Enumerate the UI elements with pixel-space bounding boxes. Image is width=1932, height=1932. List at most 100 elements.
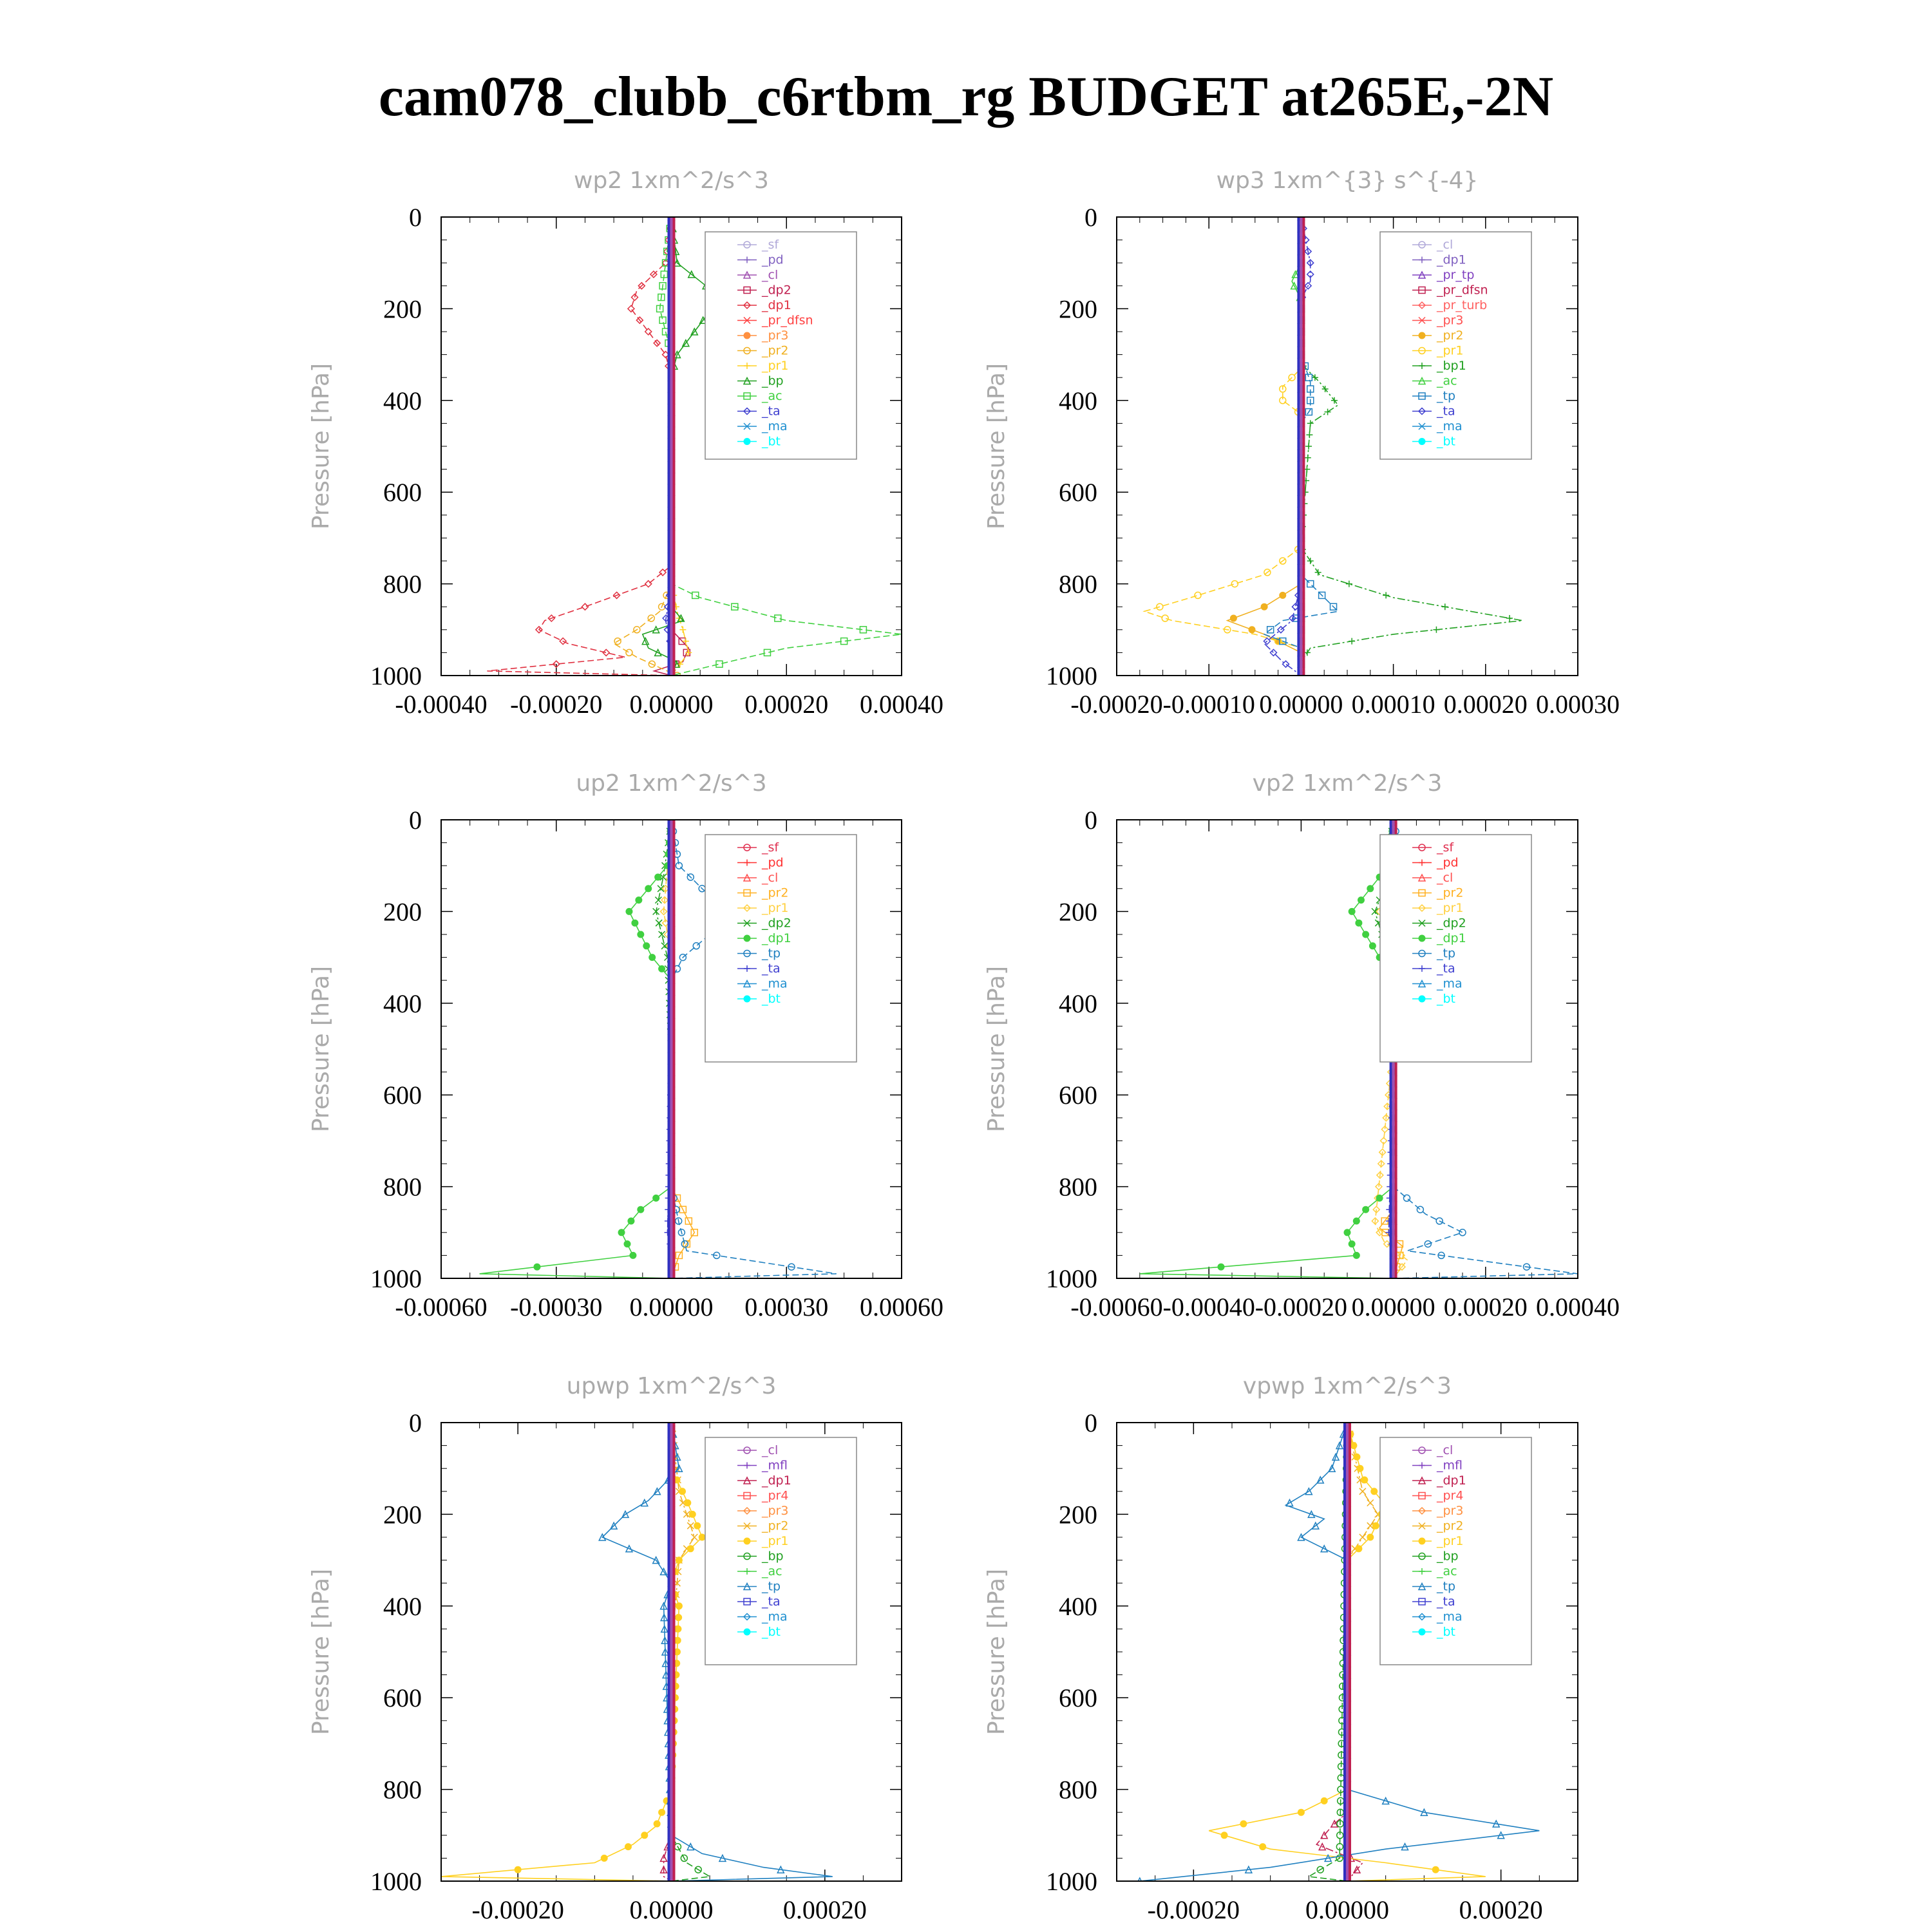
series-point [1306,270,1314,279]
series-line [1307,1423,1348,1881]
y-tick-label: 200 [1059,897,1097,926]
legend-item: _cl [1412,238,1453,252]
legend-marker [744,859,750,866]
series-point [645,885,652,893]
series-point [1306,580,1314,588]
series-point [660,1624,668,1633]
legend-item: _pr_dfsn [737,314,813,328]
series-line [1142,217,1302,676]
y-tick-label: 400 [1059,386,1097,415]
series-point [1432,1866,1439,1873]
legend: _cl_dp1_pr_tp_pr_dfsn_pr_turb _pr3_pr2_pr… [1379,231,1532,460]
series-point [514,1866,522,1873]
legend-item: _tp [1412,1580,1455,1594]
legend-marker [1417,904,1426,913]
series-point [1355,1545,1363,1553]
legend-item: _pr1 [737,1534,788,1548]
series-point [659,568,667,576]
legend-item: _bt [737,1625,781,1639]
legend-marker [743,1598,751,1605]
series-point [681,1240,689,1248]
series-point [690,1533,698,1541]
legend-item: _cl [1412,871,1453,885]
legend-label: _sf [1436,840,1454,855]
legend-marker [743,241,751,249]
series-point [1279,557,1287,565]
series-point [581,603,589,611]
series-line [670,820,837,1278]
series-point [673,672,681,676]
series-point [1352,1217,1360,1225]
legend-label: _pr2 [761,1519,788,1533]
legend-label: _pr1 [761,359,788,373]
legend-box [1379,834,1532,1063]
x-tick-label: 0.00000 [1352,1293,1435,1321]
series-point [641,636,650,645]
legend-marker [1419,1568,1425,1575]
series-point [1259,1843,1267,1851]
series-dp1 [1139,820,1397,1278]
series-point [1343,1229,1351,1236]
x-tick-label: 0.00000 [630,1293,714,1321]
series-point [1355,919,1363,927]
y-tick-label: 800 [383,570,422,599]
legend-marker [743,934,751,942]
legend-item: _pr2 [1412,886,1463,900]
legend-marker [743,1537,751,1545]
legend-item: _pr3 [737,328,788,343]
legend-item: _dp1 [737,298,791,312]
series-point [660,270,668,278]
series-point [641,1832,649,1839]
series-point [1279,591,1287,599]
series-point [1304,281,1312,290]
legend-item: _tp [1412,947,1455,961]
legend-item: _pr2 [737,344,788,358]
series-point [655,919,663,927]
legend-marker [743,376,752,385]
series-point [788,1263,795,1271]
y-tick-label: 1000 [370,1867,422,1896]
legend-label: _pr_dfsn [761,314,813,328]
legend-marker [1417,1582,1426,1591]
legend-label: _bt [761,435,781,449]
legend-item: _pr1 [737,359,788,373]
series-point [692,942,700,950]
legend-marker [1418,934,1426,942]
series-point [652,1194,660,1202]
legend-item: _ac [1412,1564,1457,1578]
series-point [685,649,692,656]
series-point [777,1865,785,1873]
legend-item: _pr2 [1412,1519,1463,1533]
series-point [731,603,739,611]
legend-item: _bt [1412,992,1455,1006]
x-tick-label: -0.00040 [395,690,487,719]
series-point [1383,592,1390,599]
series-point [1376,1171,1384,1179]
legend-marker [743,1628,751,1636]
legend-label: _ma [761,1610,788,1624]
series-point [1217,1263,1225,1271]
y-tick-label: 400 [383,1592,422,1621]
y-axis-title: Pressure [hPa] [983,1569,1010,1735]
legend-label: _sf [761,840,779,855]
legend-marker [1418,392,1426,400]
legend-item: _sf [737,840,779,855]
series-point [1356,1464,1364,1472]
legend-marker [743,1522,751,1530]
series-point [1352,1251,1360,1259]
series-point [1156,603,1164,611]
legend-label: _bt [1436,1625,1455,1639]
legend-item: _cl [1412,1443,1453,1457]
series-point [1348,907,1356,915]
series-point [1349,638,1356,645]
legend: _sf_pd_cl_pr2_pr1_dp2_dp1 _tp_ta_ma_bt [705,834,857,1063]
legend-label: _pr2 [761,886,788,900]
x-tick-label: 0.00000 [630,690,714,719]
series-point [1321,386,1329,392]
legend-label: _pr3 [1436,1504,1463,1518]
series-point [1288,614,1297,623]
y-tick-label: 1000 [1046,1867,1097,1896]
series-point [1350,1442,1358,1450]
legend-label: _bt [761,1625,781,1639]
series-point [609,1521,618,1530]
